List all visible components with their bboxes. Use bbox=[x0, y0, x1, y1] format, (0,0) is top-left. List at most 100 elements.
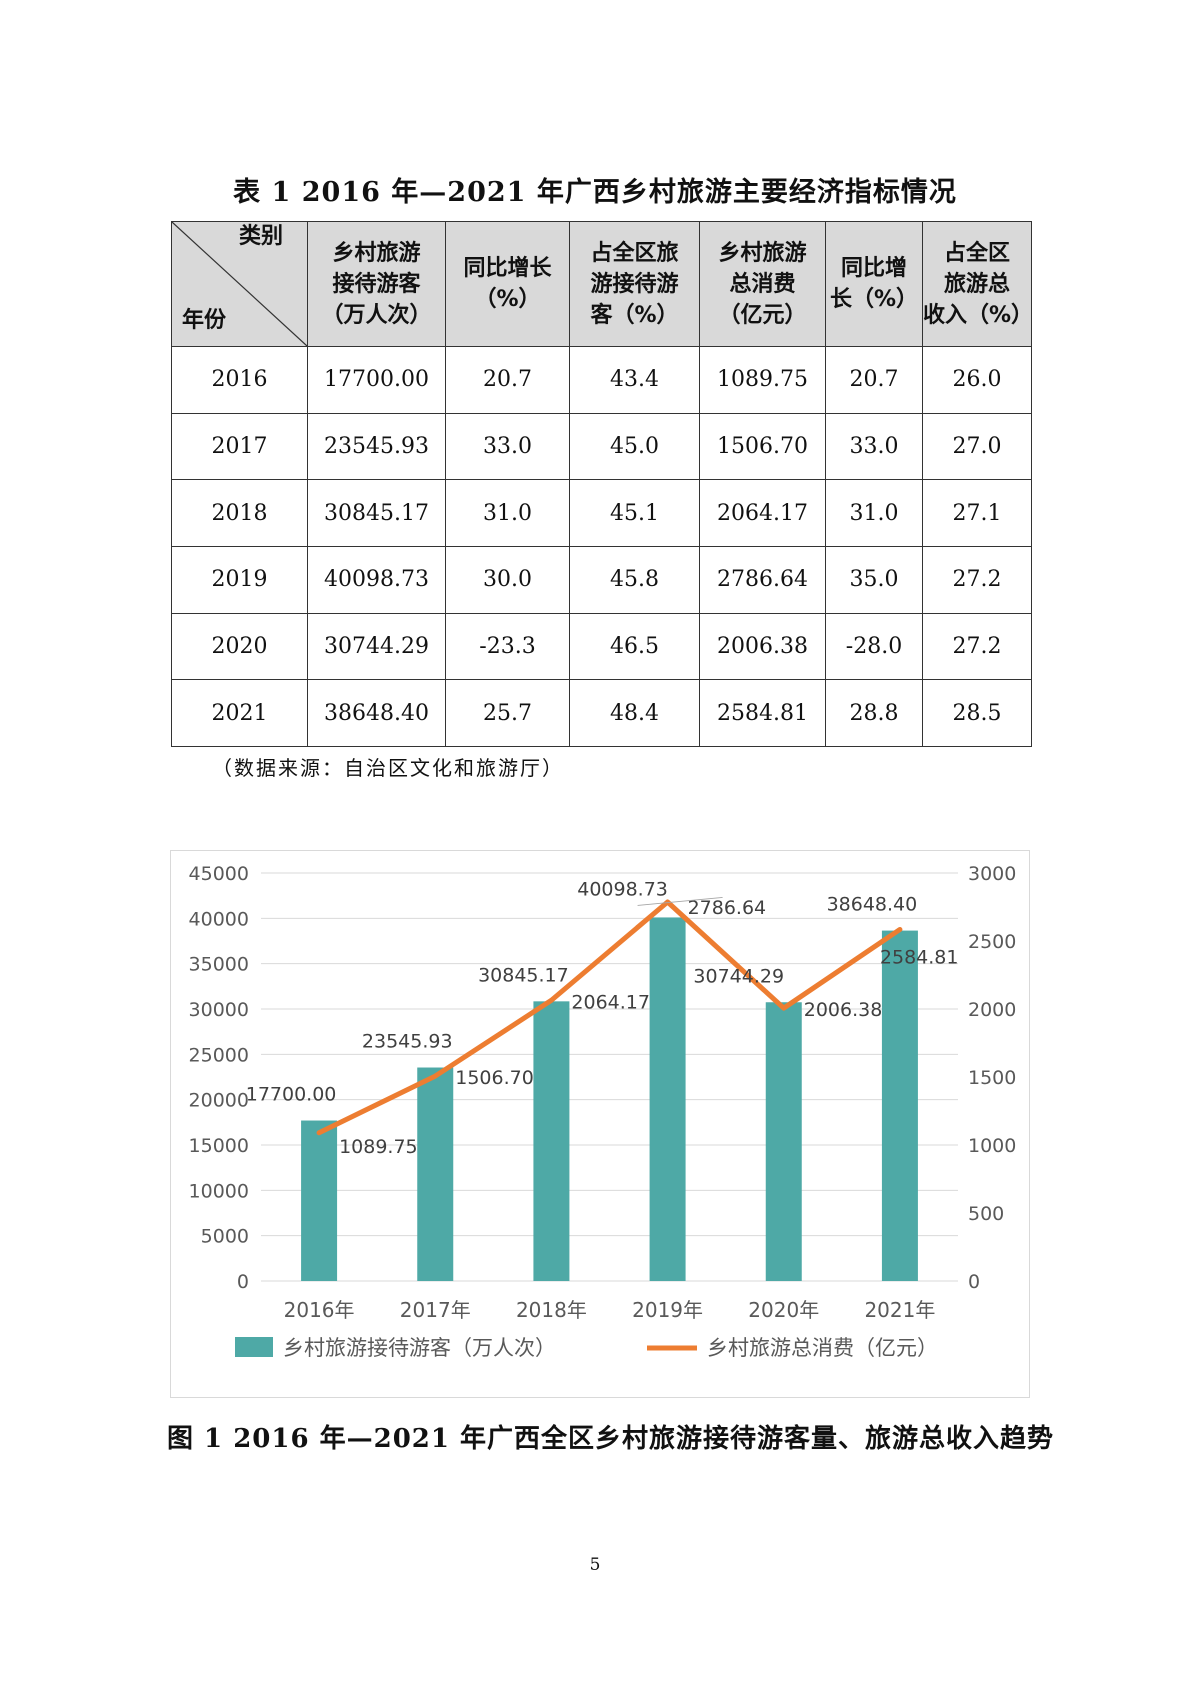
table-cell: -23.3 bbox=[445, 612, 570, 681]
bar bbox=[533, 1001, 570, 1281]
table-row: 2018 30845.17 31.0 45.1 2064.17 31.0 27.… bbox=[171, 479, 1032, 547]
table-cell: 27.2 bbox=[922, 545, 1032, 614]
bar-data-label: 38648.40 bbox=[827, 894, 918, 916]
table-cell: 23545.93 bbox=[307, 412, 446, 481]
year-cell: 2020 bbox=[171, 612, 308, 681]
table-cell: 2006.38 bbox=[699, 612, 826, 681]
y-left-tick-label: 5000 bbox=[201, 1226, 249, 1248]
y-right-tick-label: 2000 bbox=[968, 999, 1016, 1021]
corner-header-cell: 类别 年份 bbox=[171, 221, 308, 347]
series-line bbox=[316, 899, 903, 1136]
y-left-tick-label: 10000 bbox=[189, 1180, 249, 1202]
y-left-tick-label: 35000 bbox=[189, 954, 249, 976]
y-left-tick-label: 15000 bbox=[189, 1135, 249, 1157]
bar bbox=[765, 1002, 802, 1281]
x-tick-label: 2021年 bbox=[864, 1298, 935, 1322]
line-data-label: 2064.17 bbox=[571, 991, 650, 1013]
table-cell: 20.7 bbox=[825, 346, 923, 414]
line-data-label: 2584.81 bbox=[880, 946, 959, 968]
y-left-tick-label: 40000 bbox=[189, 908, 249, 930]
table-cell: 1506.70 bbox=[699, 412, 826, 481]
table-cell: 27.2 bbox=[922, 612, 1032, 681]
bar-data-label: 40098.73 bbox=[577, 878, 668, 900]
y-left-tick-label: 45000 bbox=[189, 863, 249, 885]
table-cell: 28.8 bbox=[825, 679, 923, 747]
table-cell: 30744.29 bbox=[307, 612, 446, 681]
column-header: 占全区旅 游接待游 客（%） bbox=[569, 221, 700, 347]
table-cell: 20.7 bbox=[445, 346, 570, 414]
y-left-tick-label: 20000 bbox=[189, 1090, 249, 1112]
table-cell: 33.0 bbox=[445, 412, 570, 481]
y-right-tick-label: 500 bbox=[968, 1203, 1004, 1225]
table-cell: 17700.00 bbox=[307, 346, 446, 414]
table-cell: 40098.73 bbox=[307, 545, 446, 614]
indicator-table: 类别 年份 乡村旅游 接待游客 （万人次） 同比增长 （%） 占全区旅 游接待游… bbox=[171, 221, 1033, 747]
combo-chart: 0500010000150002000025000300003500040000… bbox=[189, 863, 1017, 1360]
table-cell: -28.0 bbox=[825, 612, 923, 681]
table-cell: 28.5 bbox=[922, 679, 1032, 747]
bar-data-label: 30744.29 bbox=[693, 965, 784, 987]
table-cell: 27.0 bbox=[922, 412, 1032, 481]
y-left-tick-label: 25000 bbox=[189, 1044, 249, 1066]
table-cell: 30.0 bbox=[445, 545, 570, 614]
table-row: 2020 30744.29 -23.3 46.5 2006.38 -28.0 2… bbox=[171, 612, 1032, 681]
column-header: 乡村旅游 接待游客 （万人次） bbox=[307, 221, 446, 347]
line-data-label: 1089.75 bbox=[339, 1136, 418, 1158]
table-cell: 45.0 bbox=[569, 412, 700, 481]
table-cell: 1089.75 bbox=[699, 346, 826, 414]
table-cell: 38648.40 bbox=[307, 679, 446, 747]
page-number: 5 bbox=[589, 1555, 601, 1575]
table-cell: 48.4 bbox=[569, 679, 700, 747]
bar bbox=[417, 1067, 454, 1281]
table-cell: 33.0 bbox=[825, 412, 923, 481]
y-left-tick-label: 0 bbox=[237, 1271, 249, 1293]
line-data-label: 1506.70 bbox=[455, 1067, 534, 1089]
table-cell: 43.4 bbox=[569, 346, 700, 414]
bar-data-label: 30845.17 bbox=[478, 964, 569, 986]
y-right-tick-label: 2500 bbox=[968, 931, 1016, 953]
y-right-tick-label: 1000 bbox=[968, 1135, 1016, 1157]
legend-label: 乡村旅游总消费（亿元） bbox=[707, 1336, 938, 1360]
year-cell: 2018 bbox=[171, 479, 308, 547]
figure-caption: 图 1 2016 年—2021 年广西全区乡村旅游接待游客量、旅游总收入趋势 bbox=[167, 1424, 1055, 1454]
table-cell: 31.0 bbox=[445, 479, 570, 547]
line-data-label: 2786.64 bbox=[688, 897, 767, 919]
x-tick-label: 2017年 bbox=[400, 1298, 471, 1322]
x-tick-label: 2016年 bbox=[284, 1298, 355, 1322]
table-header-row: 类别 年份 乡村旅游 接待游客 （万人次） 同比增长 （%） 占全区旅 游接待游… bbox=[171, 221, 1033, 347]
table-cell: 31.0 bbox=[825, 479, 923, 547]
x-tick-label: 2018年 bbox=[516, 1298, 587, 1322]
label-leader-line bbox=[637, 896, 723, 906]
year-cell: 2019 bbox=[171, 545, 308, 614]
data-source-note: （数据来源：自治区文化和旅游厅） bbox=[212, 756, 564, 780]
bar bbox=[301, 1120, 338, 1281]
bar-data-label: 23545.93 bbox=[362, 1031, 453, 1053]
corner-category-label: 类别 bbox=[238, 224, 283, 249]
legend-label: 乡村旅游接待游客（万人次） bbox=[283, 1336, 556, 1360]
table-cell: 25.7 bbox=[445, 679, 570, 747]
x-tick-label: 2020年 bbox=[748, 1298, 819, 1322]
table-cell: 2584.81 bbox=[699, 679, 826, 747]
bar bbox=[649, 917, 686, 1281]
table-cell: 30845.17 bbox=[307, 479, 446, 547]
table-cell: 46.5 bbox=[569, 612, 700, 681]
table-cell: 35.0 bbox=[825, 545, 923, 614]
year-cell: 2021 bbox=[171, 679, 308, 747]
table-row: 2019 40098.73 30.0 45.8 2786.64 35.0 27.… bbox=[171, 545, 1032, 614]
y-right-tick-label: 1500 bbox=[968, 1067, 1016, 1089]
table-row: 2016 17700.00 20.7 43.4 1089.75 20.7 26.… bbox=[171, 346, 1032, 414]
y-right-tick-label: 0 bbox=[968, 1271, 980, 1293]
column-header: 同比增 长（%） bbox=[825, 221, 923, 347]
table-title: 表 1 2016 年—2021 年广西乡村旅游主要经济指标情况 bbox=[233, 177, 957, 208]
column-header: 乡村旅游 总消费 （亿元） bbox=[699, 221, 826, 347]
bar-data-label: 17700.00 bbox=[246, 1084, 337, 1106]
y-left-tick-label: 30000 bbox=[189, 999, 249, 1021]
column-header: 同比增长 （%） bbox=[445, 221, 570, 347]
year-cell: 2016 bbox=[171, 346, 308, 414]
table-row: 2021 38648.40 25.7 48.4 2584.81 28.8 28.… bbox=[171, 679, 1032, 747]
table-cell: 27.1 bbox=[922, 479, 1032, 547]
table-row: 2017 23545.93 33.0 45.0 1506.70 33.0 27.… bbox=[171, 412, 1032, 481]
column-header: 占全区 旅游总 收入（%） bbox=[922, 221, 1033, 347]
y-right-tick-label: 3000 bbox=[968, 863, 1016, 885]
table-cell: 45.8 bbox=[569, 545, 700, 614]
